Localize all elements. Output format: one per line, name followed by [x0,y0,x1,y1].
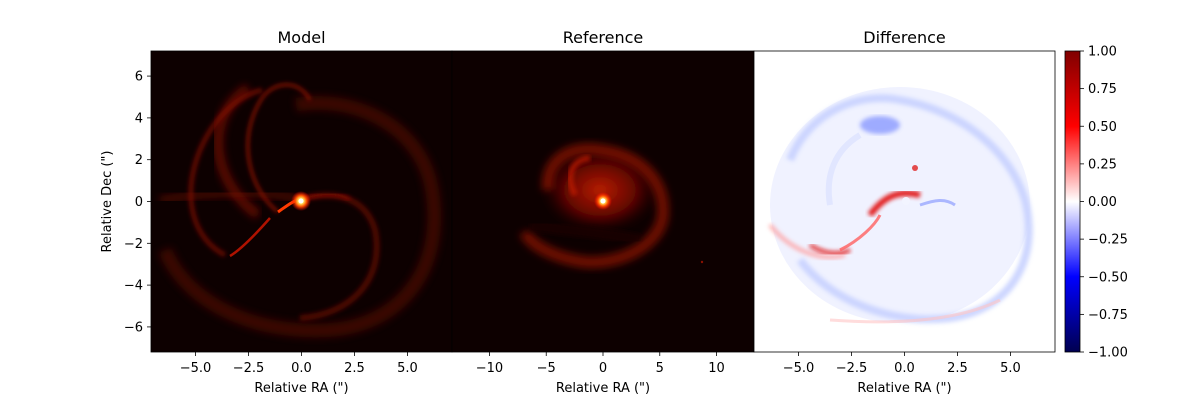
model-y-axis-label: Relative Dec (") [100,151,115,253]
model-y-ticks: 6 4 2 0 −2 −4 −6 [124,70,151,335]
colorbar-tick-label: −0.25 [1088,233,1128,248]
x-tick-label: 2.5 [947,361,968,376]
y-tick-label: 4 [135,111,143,126]
colorbar-tick-label: 0.75 [1088,82,1117,97]
colorbar-ticks: 1.00 0.75 0.50 0.25 0.00 −0.25 −0.50 −0.75 −1.00 [1080,45,1128,361]
reference-emission-image [519,143,704,269]
difference-title: Difference [863,28,945,47]
y-tick-label: 6 [135,70,143,85]
y-tick-label: −4 [124,279,143,294]
difference-x-axis-label: Relative RA (") [857,381,951,396]
y-tick-label: −2 [124,237,143,252]
x-tick-label: −10 [476,361,503,376]
x-tick-label: 0 [599,361,607,376]
model-title: Model [277,28,325,47]
reference-title: Reference [563,28,644,47]
colorbar-tick-label: −0.75 [1088,308,1128,323]
reference-x-axis-label: Relative RA (") [556,381,650,396]
y-tick-label: −6 [124,320,143,335]
difference-residual-image [768,87,1033,324]
model-panel: Model Relative RA (") Relative Dec (") −… [100,28,453,396]
y-tick-label: 0 [135,195,143,210]
x-tick-label: −5.0 [180,361,212,376]
model-x-axis-label: Relative RA (") [254,381,348,396]
model-emission-image [158,83,442,338]
x-tick-label: 5.0 [397,361,418,376]
x-tick-label: 0.0 [291,361,312,376]
x-tick-label: −5.0 [783,361,815,376]
reference-panel: Reference Relative RA (") −10 −5 0 5 10 [451,28,755,396]
colorbar-tick-label: 1.00 [1088,45,1117,60]
colorbar: 1.00 0.75 0.50 0.25 0.00 −0.25 −0.50 −0.75 −1.00 [1064,45,1128,361]
x-tick-label: 10 [708,361,725,376]
colorbar-tick-label: −1.00 [1088,346,1128,361]
colorbar-gradient [1064,50,1081,353]
colorbar-tick-label: −0.50 [1088,270,1128,285]
colorbar-tick-label: 0.50 [1088,120,1117,135]
colorbar-tick-label: 0.00 [1088,195,1117,210]
x-tick-label: 5.0 [1000,361,1021,376]
x-tick-label: −2.5 [233,361,265,376]
x-tick-label: −5 [537,361,556,376]
difference-panel: Difference Relative RA (") −5.0 −2.5 0.0 2.… [753,28,1056,396]
x-tick-label: 5 [656,361,664,376]
difference-x-ticks: −5.0 −2.5 0.0 2.5 5.0 [783,352,1021,376]
x-tick-label: 2.5 [344,361,365,376]
model-x-ticks: −5.0 −2.5 0.0 2.5 5.0 [180,352,418,376]
x-tick-label: 0.0 [894,361,915,376]
y-tick-label: 2 [135,153,143,168]
reference-x-ticks: −10 −5 0 5 10 [476,352,725,376]
x-tick-label: −2.5 [836,361,868,376]
colorbar-tick-label: 0.25 [1088,157,1117,172]
